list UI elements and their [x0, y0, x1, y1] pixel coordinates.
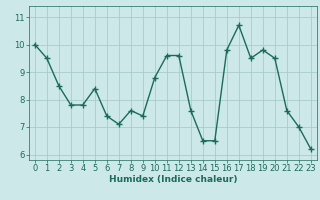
X-axis label: Humidex (Indice chaleur): Humidex (Indice chaleur) [108, 175, 237, 184]
